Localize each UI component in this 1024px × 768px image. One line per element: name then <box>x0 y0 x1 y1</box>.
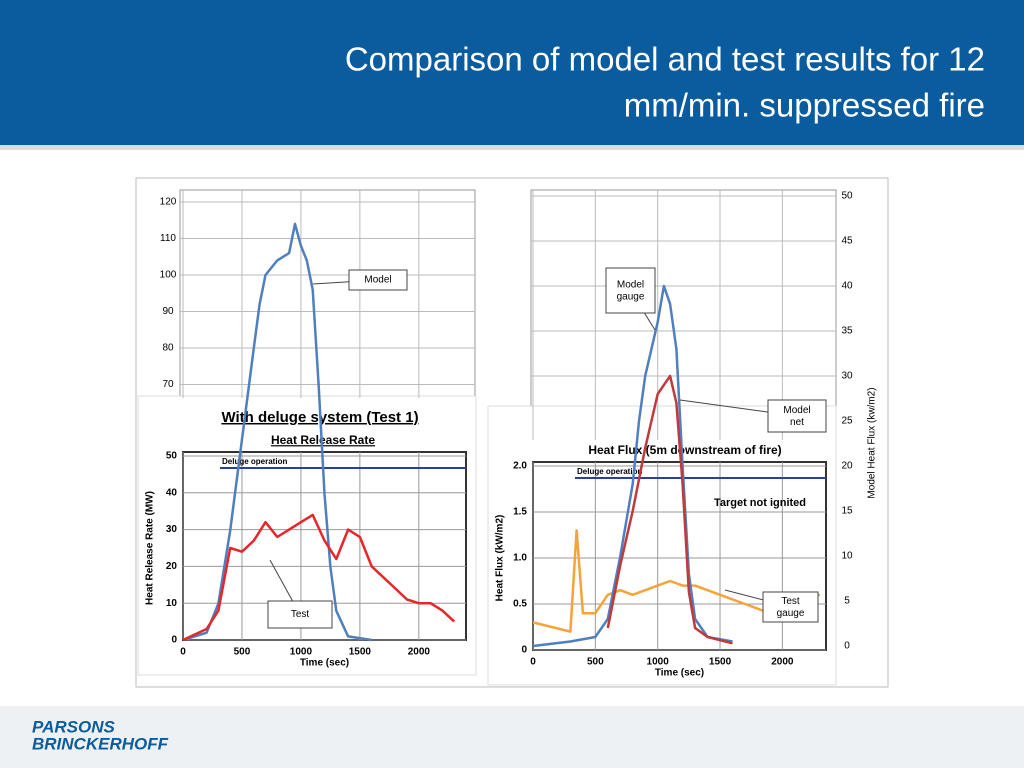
title: Comparison of model and test results for… <box>345 41 985 78</box>
y-tick-label: 10 <box>166 598 178 609</box>
y2-tick-label: 15 <box>841 506 853 517</box>
callout-box <box>762 591 819 623</box>
x-tick-label: 500 <box>234 647 251 658</box>
y-tick-label: 0 <box>171 635 177 646</box>
x-tick-label: 1000 <box>290 647 313 658</box>
series-line <box>532 284 733 648</box>
y2-tick-label: 20 <box>841 461 853 472</box>
y2-tick-label: 10 <box>841 551 853 562</box>
y2-tick-label: 5 <box>844 596 850 607</box>
x-axis-label: Time (sec) <box>655 668 704 679</box>
y2-tick-label: 25 <box>841 416 853 427</box>
y-tick-label: 2.0 <box>513 461 527 472</box>
footer-band <box>0 706 1024 768</box>
x-tick-label: 1000 <box>647 657 670 668</box>
callout-box <box>267 600 333 629</box>
y2-axis-label: Model Heat Flux (kw/m2) <box>867 387 878 498</box>
y2-tick-label: 50 <box>841 191 853 202</box>
y-tick-label: 30 <box>166 524 178 535</box>
y2-tick-label: 40 <box>841 281 853 292</box>
y-axis-label: Heat Release Rate (MW) <box>145 491 156 605</box>
series-line <box>182 222 372 642</box>
chart-title: Heat Flux (5m downstream of fire) <box>588 443 781 457</box>
y-tick-label: 40 <box>166 487 178 498</box>
y2-tick-label: 45 <box>841 236 853 247</box>
x-tick-label: 0 <box>530 657 536 668</box>
header-band <box>0 0 1024 145</box>
callout-box <box>605 267 656 314</box>
y-tick-label: 0 <box>521 645 527 656</box>
y-tick-label: 1.0 <box>513 553 527 564</box>
y2-tick-label: 80 <box>162 343 174 354</box>
y-tick-label: 50 <box>166 451 178 462</box>
header-shadow <box>0 145 1024 150</box>
logo: PARSONS <box>32 717 115 736</box>
annotation: Model gauge <box>617 279 645 302</box>
y2-tick-label: 100 <box>160 270 177 281</box>
x-tick-label: 0 <box>180 647 186 658</box>
annotation: Target not ignited <box>714 497 806 509</box>
y2-tick-label: 30 <box>841 371 853 382</box>
y2-tick-label: 90 <box>162 306 174 317</box>
annotation: Test gauge <box>777 596 805 619</box>
x-tick-label: 2000 <box>771 657 794 668</box>
y2-tick-label: 35 <box>841 326 853 337</box>
y-tick-label: 20 <box>166 561 178 572</box>
logo: BRINCKERHOFF <box>32 734 169 753</box>
callout-box <box>348 269 408 291</box>
y-tick-label: 0.5 <box>513 599 527 610</box>
y-axis-label: Heat Flux (kW/m2) <box>495 515 506 602</box>
x-tick-label: 2000 <box>408 647 431 658</box>
series-line <box>182 513 456 642</box>
y2-tick-label: 120 <box>160 197 177 208</box>
annotation: Model <box>364 275 391 286</box>
x-tick-label: 500 <box>587 657 604 668</box>
test-chart-panel <box>487 405 837 686</box>
annotation: Deluge operation <box>222 457 287 466</box>
series-line <box>606 374 733 645</box>
y2-tick-label: 70 <box>162 379 174 390</box>
y-tick-label: 1.5 <box>513 507 527 518</box>
y2-tick-label: 110 <box>160 233 176 244</box>
annotation: Model net <box>783 405 810 428</box>
x-axis-label: Time (sec) <box>300 658 349 669</box>
annotation: Test <box>291 609 310 620</box>
annotation: Deluge operation <box>577 467 642 476</box>
x-tick-label: 1500 <box>709 657 732 668</box>
y2-tick-label: 0 <box>844 641 850 652</box>
callout-box <box>767 399 827 433</box>
x-tick-label: 1500 <box>349 647 372 658</box>
title: mm/min. suppressed fire <box>624 87 985 124</box>
chart-subtitle: Heat Release Rate <box>271 433 375 447</box>
